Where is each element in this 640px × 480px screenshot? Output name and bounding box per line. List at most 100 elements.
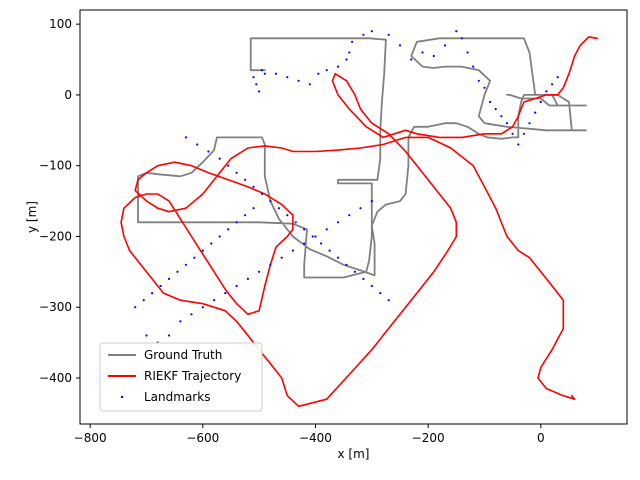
landmark-point bbox=[269, 263, 272, 266]
landmark-point bbox=[398, 44, 402, 47]
landmark-point bbox=[311, 235, 314, 238]
landmark-point bbox=[460, 37, 463, 40]
series-layer bbox=[120, 30, 598, 408]
landmark-point bbox=[246, 277, 249, 280]
landmark-point bbox=[235, 221, 238, 224]
landmark-point bbox=[167, 334, 171, 337]
landmark-point bbox=[387, 299, 390, 302]
landmark-point bbox=[227, 228, 230, 231]
landmark-point bbox=[277, 207, 280, 210]
landmark-point bbox=[348, 51, 351, 54]
landmark-point bbox=[184, 263, 187, 266]
landmark-point bbox=[280, 256, 283, 259]
landmark-point bbox=[517, 143, 520, 146]
landmark-point bbox=[351, 40, 354, 43]
landmark-point bbox=[269, 200, 272, 203]
ground-truth-line bbox=[137, 37, 587, 279]
landmark-point bbox=[443, 44, 447, 47]
landmark-point bbox=[432, 54, 435, 58]
y-tick-label: −100 bbox=[39, 159, 72, 173]
landmark-point bbox=[534, 111, 537, 114]
landmark-point bbox=[317, 72, 320, 75]
legend: Ground Truth RIEKF Trajectory Landmarks bbox=[99, 342, 263, 412]
landmark-point bbox=[325, 228, 328, 231]
landmark-point bbox=[145, 334, 148, 337]
landmark-point bbox=[556, 76, 559, 79]
landmark-point bbox=[353, 270, 356, 273]
landmark-point bbox=[320, 242, 323, 245]
legend-landmarks-swatch bbox=[120, 395, 124, 399]
landmark-point bbox=[252, 207, 255, 210]
landmark-point bbox=[472, 65, 475, 68]
landmark-point bbox=[258, 90, 261, 93]
x-tick-label: −200 bbox=[412, 431, 445, 445]
landmark-point bbox=[294, 221, 297, 224]
landmark-point bbox=[196, 143, 199, 146]
landmark-point bbox=[489, 100, 492, 104]
landmark-point bbox=[325, 69, 328, 72]
landmark-point bbox=[193, 256, 196, 259]
y-tick-label: −200 bbox=[39, 229, 72, 243]
landmark-point bbox=[336, 256, 340, 259]
landmark-point bbox=[190, 313, 193, 316]
landmark-point bbox=[359, 207, 362, 210]
landmark-point bbox=[545, 90, 548, 93]
landmark-point bbox=[466, 51, 469, 54]
landmark-point bbox=[421, 51, 424, 54]
y-axis-ticks: −400 −300 −200 −100 0 100 bbox=[39, 17, 80, 385]
landmark-point bbox=[539, 100, 542, 104]
landmark-point bbox=[336, 221, 340, 224]
landmark-point bbox=[235, 171, 238, 174]
y-tick-label: 0 bbox=[64, 88, 72, 102]
y-tick-label: −400 bbox=[39, 371, 72, 385]
landmark-point bbox=[274, 72, 278, 75]
plot-frame bbox=[79, 9, 628, 425]
landmark-point bbox=[362, 33, 365, 36]
landmark-point bbox=[142, 299, 145, 302]
landmark-point bbox=[159, 284, 162, 288]
landmark-point bbox=[477, 79, 480, 82]
landmark-point bbox=[291, 249, 294, 252]
landmark-point bbox=[218, 235, 221, 238]
landmark-point bbox=[410, 58, 413, 61]
x-tick-label: −800 bbox=[74, 431, 107, 445]
landmark-point bbox=[201, 249, 204, 252]
landmark-point bbox=[210, 242, 213, 245]
landmark-point bbox=[244, 214, 247, 217]
x-tick-label: −400 bbox=[299, 431, 332, 445]
landmark-point bbox=[483, 86, 486, 89]
landmark-point bbox=[505, 122, 509, 125]
landmark-point bbox=[286, 76, 289, 79]
landmark-point bbox=[511, 132, 514, 135]
landmark-point bbox=[370, 30, 373, 33]
landmark-point bbox=[244, 178, 247, 181]
landmark-point bbox=[286, 214, 289, 217]
landmark-point bbox=[258, 270, 261, 273]
landmark-point bbox=[328, 249, 331, 252]
landmark-point bbox=[370, 200, 373, 203]
landmark-point bbox=[370, 284, 373, 288]
landmark-point bbox=[184, 136, 187, 139]
y-axis-label: y [m] bbox=[25, 201, 39, 233]
landmark-point bbox=[303, 228, 306, 231]
landmark-point bbox=[167, 277, 171, 280]
landmark-point bbox=[387, 33, 390, 36]
landmark-point bbox=[207, 150, 210, 153]
landmark-point bbox=[134, 306, 137, 309]
landmark-point bbox=[260, 69, 264, 72]
landmark-point bbox=[551, 83, 554, 86]
landmark-point bbox=[252, 76, 255, 79]
landmark-point bbox=[314, 235, 317, 238]
legend-ground-truth-label: Ground Truth bbox=[144, 348, 222, 362]
landmark-point bbox=[455, 30, 458, 33]
landmark-point bbox=[201, 306, 204, 309]
landmark-point bbox=[224, 292, 227, 295]
landmark-point bbox=[252, 185, 255, 188]
landmark-point bbox=[494, 108, 497, 111]
landmark-point bbox=[255, 83, 258, 86]
landmark-point bbox=[528, 122, 531, 125]
landmark-point bbox=[179, 320, 182, 323]
landmark-point bbox=[379, 292, 382, 295]
